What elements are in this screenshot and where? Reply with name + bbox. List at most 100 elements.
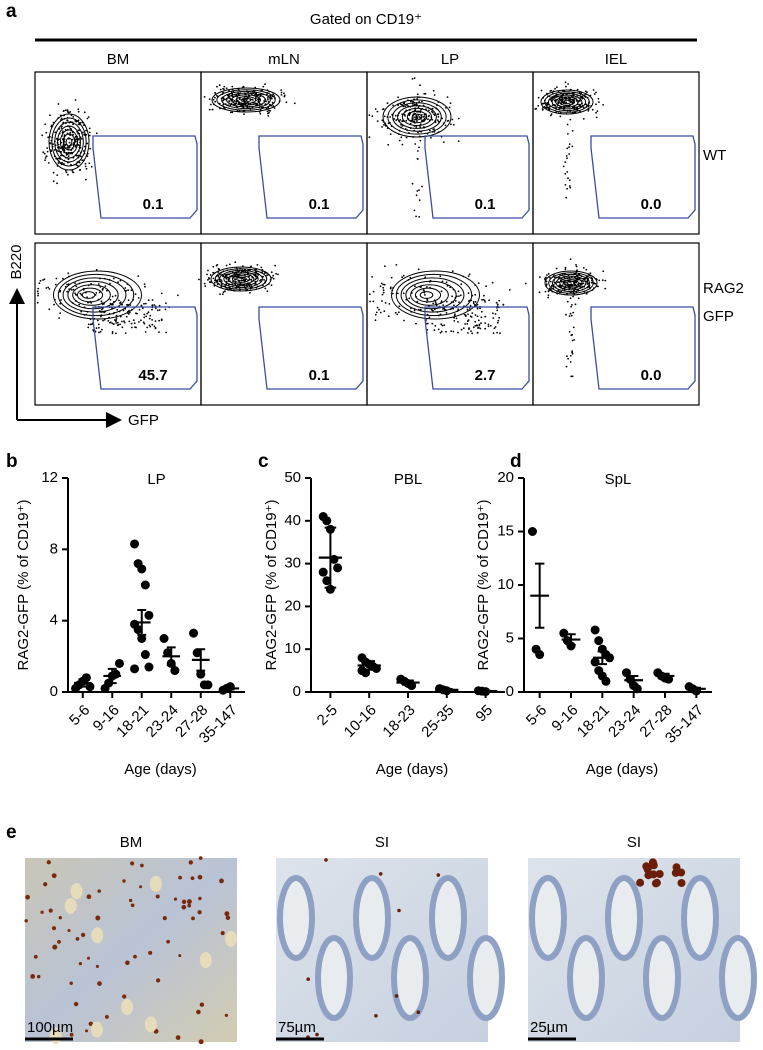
event-dot	[471, 312, 474, 314]
data-point	[566, 641, 576, 651]
event-dot	[492, 317, 495, 319]
event-dot	[449, 102, 452, 104]
contour	[414, 287, 442, 303]
event-dot	[77, 129, 80, 132]
event-dot	[97, 283, 100, 285]
event-dot	[229, 111, 232, 114]
stain	[378, 872, 383, 876]
event-dot	[250, 278, 253, 281]
stain	[436, 873, 441, 877]
stain	[155, 894, 160, 899]
event-dot	[42, 279, 44, 281]
event-dot	[539, 276, 541, 278]
event-dot	[111, 331, 114, 333]
event-dot	[427, 115, 430, 118]
event-dot	[48, 288, 51, 290]
event-dot	[132, 319, 135, 322]
event-dot	[567, 357, 569, 360]
event-dot	[564, 172, 567, 175]
stain	[181, 904, 187, 910]
event-dot	[74, 292, 76, 295]
event-dot	[57, 162, 60, 164]
event-dot	[99, 330, 102, 333]
contour	[382, 96, 452, 138]
event-dot	[60, 117, 63, 120]
event-dot	[445, 300, 448, 303]
stain	[644, 871, 653, 880]
event-dot	[398, 139, 401, 142]
event-dot	[383, 283, 386, 286]
event-dot	[418, 146, 420, 149]
event-dot	[259, 95, 261, 98]
stain	[51, 926, 57, 931]
data-point	[130, 539, 140, 549]
event-dot	[59, 302, 62, 305]
event-dot	[66, 283, 68, 286]
event-dot	[418, 199, 421, 201]
stain	[416, 1010, 421, 1014]
event-dot	[283, 94, 286, 97]
event-dot	[595, 111, 597, 114]
event-dot	[214, 100, 217, 103]
event-dot	[140, 304, 143, 307]
event-dot	[402, 274, 405, 277]
event-dot	[59, 312, 62, 314]
contour	[48, 113, 90, 171]
event-dot	[386, 102, 389, 105]
event-dot	[471, 332, 474, 335]
event-dot	[569, 297, 572, 300]
event-dot	[100, 300, 103, 303]
event-dot	[483, 299, 486, 302]
event-dot	[215, 264, 218, 267]
gate-value: 0.0	[641, 367, 662, 384]
event-dot	[442, 141, 445, 143]
stain	[155, 978, 161, 983]
gate-value: 0.1	[309, 196, 330, 213]
event-dot	[164, 308, 167, 311]
event-dot	[379, 311, 382, 314]
event-dot	[53, 303, 55, 306]
event-dot	[374, 313, 377, 316]
micrograph: 25µm	[528, 858, 757, 1042]
data-point	[85, 682, 95, 692]
event-dot	[234, 261, 237, 264]
event-dot	[401, 125, 404, 127]
event-dot	[123, 320, 125, 322]
event-dot	[65, 171, 68, 174]
event-dot	[589, 272, 592, 275]
event-dot	[405, 136, 408, 139]
event-dot	[66, 146, 69, 149]
y-tick-label: 20	[497, 469, 514, 486]
event-dot	[433, 114, 436, 116]
contour	[551, 94, 583, 110]
event-dot	[568, 143, 571, 146]
event-dot	[78, 303, 81, 306]
event-dot	[119, 323, 121, 326]
event-dot	[474, 314, 477, 316]
event-dot	[441, 324, 444, 327]
event-dot	[208, 281, 211, 283]
event-dot	[151, 319, 153, 321]
stain	[69, 1032, 74, 1037]
event-dot	[219, 88, 222, 91]
event-dot	[416, 120, 418, 122]
event-dot	[57, 103, 60, 105]
event-dot	[472, 326, 475, 329]
event-dot	[67, 155, 70, 157]
data-point	[527, 527, 537, 536]
event-dot	[450, 330, 453, 333]
event-dot	[257, 100, 260, 103]
event-dot	[547, 294, 550, 297]
column-header: BM	[107, 51, 130, 68]
event-dot	[484, 327, 487, 330]
event-dot	[372, 290, 375, 293]
event-dot	[479, 327, 482, 330]
event-dot	[67, 272, 70, 275]
stain	[652, 878, 661, 887]
event-dot	[570, 305, 572, 308]
event-dot	[580, 96, 582, 99]
event-dot	[75, 120, 78, 123]
event-dot	[593, 93, 596, 95]
event-dot	[87, 116, 90, 118]
event-dot	[72, 171, 75, 174]
